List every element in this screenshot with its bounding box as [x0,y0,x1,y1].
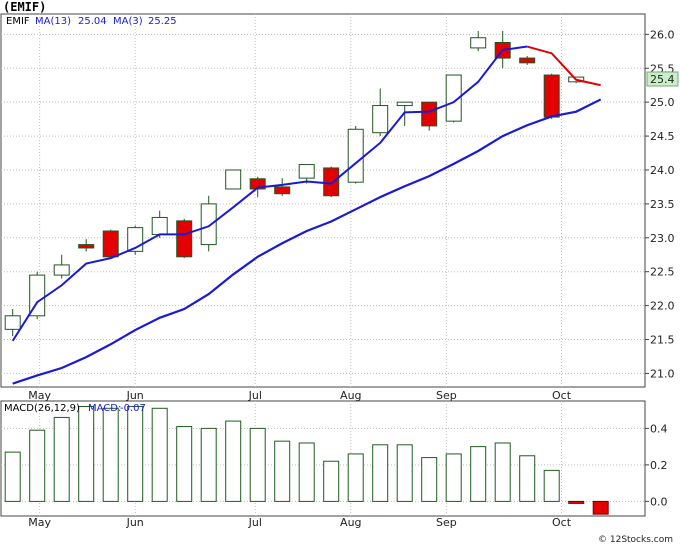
price-y-tick-label: 21.5 [650,334,675,347]
price-y-tick-label: 22.0 [650,300,675,313]
macd-bar [298,442,315,502]
price-y-tick-label: 23.0 [650,232,675,245]
price-y-tick-label: 23.5 [650,198,675,211]
candle-up [29,274,46,317]
macd-legend-value: -0.07 [120,403,146,414]
candle-up [470,37,487,49]
moving-average-lines [11,45,602,385]
legend-ma13-value: 25.04 [78,16,107,27]
candle-up [4,315,21,330]
last-price-badge [646,71,679,87]
macd-bar [445,453,462,502]
price-x-tick-label: Jun [126,389,144,402]
macd-y-tick-label: 0.2 [650,459,668,472]
price-x-tick-label: May [28,389,51,402]
macd-y-tick-labels: 0.0 0.2 0.4 [650,422,668,508]
macd-x-tick-label: Aug [340,516,361,529]
macd-y-tick-label: 0.0 [650,495,668,508]
macd-bar [200,427,217,502]
candle-down [249,178,266,190]
price-x-tick-label: Oct [552,389,572,402]
macd-bar [102,407,119,502]
candle-down [323,167,340,197]
macd-bar [4,451,21,502]
price-x-tick-label: Aug [340,389,361,402]
macd-bar [421,457,438,502]
price-panel-frame [0,13,646,388]
price-y-tick-label: 26.0 [650,28,675,41]
macd-bar [176,426,193,502]
macd-x-tick-label: Jun [126,516,144,529]
macd-bar [519,455,536,502]
last-price-label: 25.4 [650,73,675,86]
price-y-tick-label: 25.0 [650,96,675,109]
price-x-tick-label: Jul [248,389,262,402]
price-y-tick-label: 24.5 [650,130,675,143]
candle-down [176,220,193,258]
macd-bar [470,446,487,502]
candle-down [519,57,536,64]
macd-bar [347,453,364,502]
chart-title: (EMIF) [3,0,46,14]
legend-ma3-label: MA(3) [113,16,143,27]
macd-x-tick-labels: May Jun Jul Aug Sep Oct [28,516,571,529]
macd-bar [151,407,168,502]
candle-up [298,164,315,179]
macd-bar [249,427,266,502]
macd-bar [53,416,70,502]
macd-bar [592,500,609,515]
candle-down [274,186,291,195]
legend-ma13-label: MA(13) [35,16,71,27]
macd-legend-value-label: MACD: [88,403,121,414]
price-y-tick-label: 22.5 [650,266,675,279]
candle-down [421,101,438,127]
macd-bar [543,469,560,502]
candle-down [102,230,119,258]
candle-down [543,74,560,118]
macd-bar [274,440,291,502]
macd-bars [4,405,609,515]
ma3-line [11,45,528,342]
footer-credit: © 12Stocks.com [598,535,673,545]
macd-x-tick-label: Oct [552,516,572,529]
candle-up [445,74,462,122]
candle-down [78,244,95,249]
candle-up [372,105,389,134]
macd-bar [494,442,511,502]
macd-bar [568,500,585,504]
price-y-tick-label: 21.0 [650,367,675,380]
candle-up [53,264,70,276]
price-x-tick-labels: May Jun Jul Aug Sep Oct [28,389,571,402]
macd-bar [29,429,46,502]
legend-symbol: EMIF [6,16,30,27]
ma3-line-down-segment [526,45,601,87]
macd-bar [372,444,389,502]
macd-x-tick-label: Sep [436,516,457,529]
candle-up [200,203,217,246]
macd-y-tick-label: 0.4 [650,422,668,435]
macd-bar [127,405,144,502]
macd-bar [396,444,413,502]
macd-bar [323,460,340,502]
candle-up [347,128,364,183]
candle-up [151,216,168,235]
price-grid [1,14,649,387]
macd-bar [78,405,95,502]
macd-x-tick-label: May [28,516,51,529]
macd-x-tick-label: Jul [248,516,262,529]
price-y-tick-label: 24.0 [650,164,675,177]
legend-ma3-value: 25.25 [148,16,177,27]
price-x-tick-label: Sep [436,389,457,402]
candle-up [396,101,413,107]
macd-bar [225,420,242,502]
ma13-line [12,98,602,385]
macd-legend-label: MACD(26,12,9) [4,403,80,414]
candle-up [225,169,242,190]
